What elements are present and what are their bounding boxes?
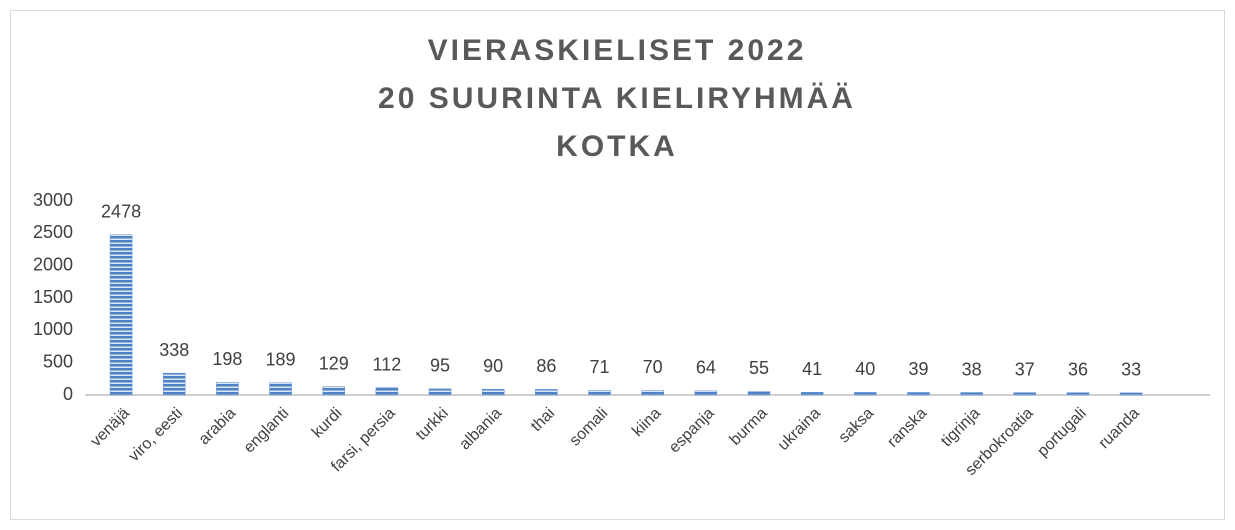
x-tick-label: thai bbox=[528, 405, 558, 435]
value-label: 90 bbox=[483, 356, 503, 376]
bar bbox=[747, 391, 771, 396]
value-label: 38 bbox=[962, 359, 982, 379]
bar bbox=[641, 390, 664, 396]
y-tick-label: 0 bbox=[63, 384, 73, 404]
bar bbox=[854, 392, 877, 396]
bar bbox=[800, 392, 824, 396]
x-tick-label: saksa bbox=[836, 405, 878, 447]
bar bbox=[694, 390, 718, 396]
value-label: 70 bbox=[643, 357, 663, 377]
bar bbox=[535, 389, 558, 396]
value-label: 64 bbox=[696, 358, 716, 378]
value-label: 55 bbox=[749, 358, 769, 378]
x-tick-label: somali bbox=[567, 405, 612, 450]
y-tick-label: 1500 bbox=[33, 287, 73, 307]
bar bbox=[375, 387, 399, 396]
chart-title: KOTKA bbox=[556, 130, 678, 163]
value-label: 37 bbox=[1015, 359, 1035, 379]
value-label: 40 bbox=[855, 359, 875, 379]
bar bbox=[269, 382, 292, 396]
x-tick-label: albania bbox=[456, 405, 505, 454]
bar bbox=[109, 234, 133, 396]
bar bbox=[481, 388, 505, 396]
x-tick-label: turkki bbox=[413, 405, 452, 444]
x-tick-label: ranska bbox=[884, 405, 930, 451]
x-tick-label: ruanda bbox=[1096, 405, 1143, 452]
x-tick-label: portugali bbox=[1034, 405, 1089, 460]
y-tick-label: 2500 bbox=[33, 222, 73, 242]
y-tick-label: 2000 bbox=[33, 254, 73, 274]
value-label: 36 bbox=[1068, 359, 1088, 379]
bar bbox=[1013, 392, 1037, 396]
bar bbox=[162, 372, 186, 396]
bar bbox=[216, 381, 239, 396]
x-tick-label: ukraina bbox=[775, 405, 824, 454]
value-label: 112 bbox=[373, 355, 402, 375]
y-tick-label: 3000 bbox=[33, 190, 73, 210]
value-label: 129 bbox=[319, 353, 349, 373]
bar bbox=[322, 386, 345, 396]
x-tick-label: tigrinja bbox=[938, 405, 983, 450]
chart-title: VIERASKIELISET 2022 bbox=[428, 34, 807, 67]
value-label: 71 bbox=[590, 357, 610, 377]
bar bbox=[428, 388, 452, 396]
y-tick-label: 500 bbox=[43, 351, 73, 371]
value-label: 86 bbox=[536, 356, 556, 376]
bar bbox=[1066, 392, 1090, 396]
bar bbox=[1119, 392, 1143, 396]
x-tick-label: kiina bbox=[629, 405, 664, 440]
x-tick-label: espanja bbox=[666, 405, 718, 457]
bar bbox=[588, 390, 611, 396]
value-label: 198 bbox=[212, 349, 242, 369]
x-tick-label: burma bbox=[727, 405, 771, 449]
y-tick-label: 1000 bbox=[33, 319, 73, 339]
chart-border bbox=[10, 10, 1225, 520]
bar bbox=[907, 392, 930, 396]
value-label: 33 bbox=[1121, 360, 1141, 380]
value-label: 2478 bbox=[101, 202, 141, 222]
x-tick-label: arabia bbox=[196, 405, 240, 449]
chart-title: 20 SUURINTA KIELIRYHMÄÄ bbox=[378, 82, 856, 115]
value-label: 189 bbox=[266, 350, 296, 370]
x-tick-label: venäjä bbox=[88, 405, 133, 450]
x-tick-label: viro, eesti bbox=[126, 405, 186, 465]
value-label: 39 bbox=[908, 359, 928, 379]
bar bbox=[960, 392, 983, 396]
x-tick-label: englanti bbox=[241, 405, 293, 457]
x-tick-label: kurdi bbox=[309, 405, 346, 442]
value-label: 95 bbox=[430, 356, 450, 376]
value-label: 41 bbox=[802, 359, 822, 379]
value-label: 338 bbox=[159, 340, 189, 360]
